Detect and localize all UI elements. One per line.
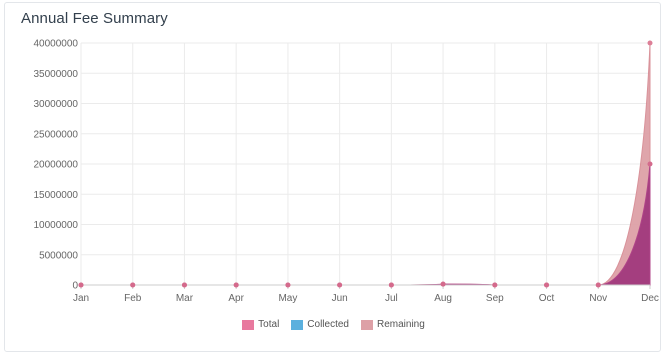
y-tick-label: 5000000 [39, 250, 78, 261]
x-tick-label: Sep [486, 293, 504, 304]
y-tick-label: 35000000 [34, 69, 79, 80]
legend-item[interactable]: Collected [291, 319, 349, 330]
y-tick-label: 40000000 [34, 39, 79, 50]
legend-swatch [291, 319, 304, 330]
x-tick-label: Oct [539, 293, 555, 304]
legend-item[interactable]: Total [242, 319, 279, 330]
legend-swatch [242, 319, 255, 330]
x-tick-label: Jun [332, 293, 348, 304]
point-remaining [544, 282, 550, 288]
point-remaining [285, 282, 291, 288]
x-tick-label: Mar [176, 293, 194, 304]
legend-item[interactable]: Remaining [361, 319, 425, 330]
point-remaining [595, 282, 601, 288]
legend-label: Remaining [377, 319, 425, 330]
legend-label: Collected [307, 319, 349, 330]
y-tick-label: 30000000 [34, 99, 79, 110]
x-tick-label: Nov [589, 293, 607, 304]
point-remaining [647, 161, 653, 167]
point-remaining [130, 282, 136, 288]
area-chart: 0 5000000 10000000 15000000 20000000 25000000… [34, 39, 659, 305]
point-total [647, 40, 653, 46]
x-tick-label: May [278, 293, 297, 304]
point-remaining [337, 282, 343, 288]
x-tick-label: Aug [434, 293, 452, 304]
point-remaining [388, 282, 394, 288]
x-tick-label: Jul [385, 293, 398, 304]
point-remaining [440, 281, 446, 287]
chart-title: Annual Fee Summary [21, 10, 168, 27]
y-tick-label: 15000000 [34, 190, 79, 201]
point-remaining [78, 282, 84, 288]
legend-label: Total [258, 319, 280, 330]
chart-card: Annual Fee Summary 0 5000000 10000000 15000… [4, 2, 661, 352]
point-remaining [233, 282, 239, 288]
point-remaining [492, 282, 498, 288]
point-remaining [181, 282, 187, 288]
legend-swatch [361, 319, 373, 330]
y-tick-label: 10000000 [34, 220, 79, 231]
x-tick-label: Dec [641, 293, 659, 304]
y-tick-label: 0 [72, 281, 78, 292]
x-tick-label: Jan [73, 293, 89, 304]
x-tick-label: Apr [228, 293, 244, 304]
y-tick-label: 25000000 [34, 129, 79, 140]
chart-legend: Total Collected Remaining [5, 319, 662, 330]
x-tick-label: Feb [124, 293, 142, 304]
y-tick-label: 20000000 [34, 160, 79, 171]
